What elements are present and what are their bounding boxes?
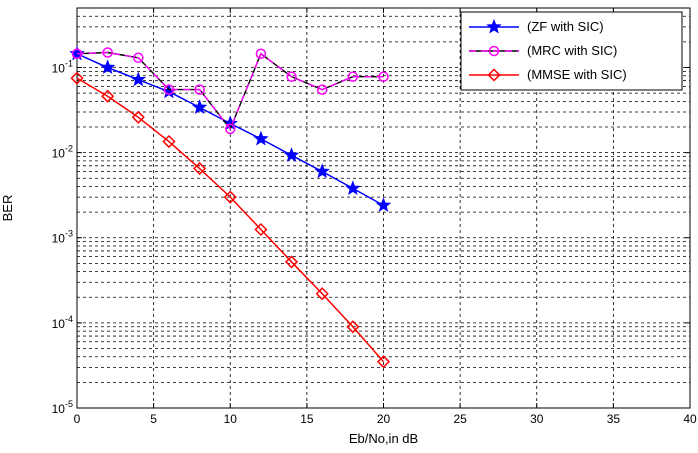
series-layer [69,45,392,369]
legend: (ZF with SIC) (MRC with SIC) (MMSE with SI… [460,11,683,91]
series [70,71,391,369]
data-point [163,84,175,95]
legend-label: (ZF with SIC) [527,19,604,34]
data-point [71,48,83,60]
legend-marker [487,68,501,82]
data-point [316,84,328,95]
data-point [255,48,267,60]
data-point [99,59,116,75]
x-tick-label: 20 [377,412,391,426]
x-tick-label: 35 [607,412,621,426]
data-point [191,99,208,114]
series-line [76,51,384,131]
y-tick-label: 10-3 [52,229,73,246]
x-tick-label: 5 [150,412,157,426]
data-point [315,287,329,301]
data-point [193,161,207,176]
x-tick-label: 0 [74,412,81,426]
grid [77,8,690,408]
series [71,47,389,135]
data-point [314,163,330,179]
x-axis-label: Eb/No,in dB [349,431,418,446]
legend-entry: (ZF with SIC) [469,18,604,34]
data-point [102,47,113,58]
x-tick-label: 15 [300,412,314,426]
data-point [225,123,236,135]
data-point [378,71,389,82]
y-tick-label: 10-4 [52,314,73,331]
data-point [133,52,144,64]
data-point [376,355,391,369]
series [69,45,392,212]
x-tick-label: 10 [224,412,238,426]
data-point [254,222,268,237]
legend-marker [488,45,500,57]
data-point [284,255,299,269]
y-axis-label: BER [0,195,15,222]
data-point [222,115,238,131]
x-tick-label: 40 [683,412,697,426]
y-tick-label: 10-2 [52,144,73,161]
data-point [286,71,297,82]
y-tick-label: 10-1 [52,58,73,75]
y-tick-label: 10-5 [52,399,73,416]
data-point [70,71,84,85]
legend-label: (MMSE with SIC) [527,67,627,82]
series-line [76,77,385,363]
data-point [101,89,115,103]
data-point [283,147,300,162]
data-point [223,190,237,204]
legend-marker [486,18,502,34]
data-point [162,134,176,149]
data-point [253,130,269,146]
legend-entry: (MRC with SIC) [469,43,617,58]
data-point [194,84,205,95]
legend-entry: (MMSE with SIC) [469,67,627,82]
data-point [131,110,145,124]
ticks: 0 5 10 15 20 25 30 35 40 10-5 10-4 10-3 10-2 10-1 [52,8,697,426]
data-point [375,197,392,212]
x-tick-label: 30 [530,412,544,426]
data-point [346,320,360,334]
legend-label: (MRC with SIC) [527,43,617,58]
data-point [345,180,361,195]
data-point [130,71,147,87]
data-point [347,71,359,82]
x-tick-label: 25 [453,412,467,426]
